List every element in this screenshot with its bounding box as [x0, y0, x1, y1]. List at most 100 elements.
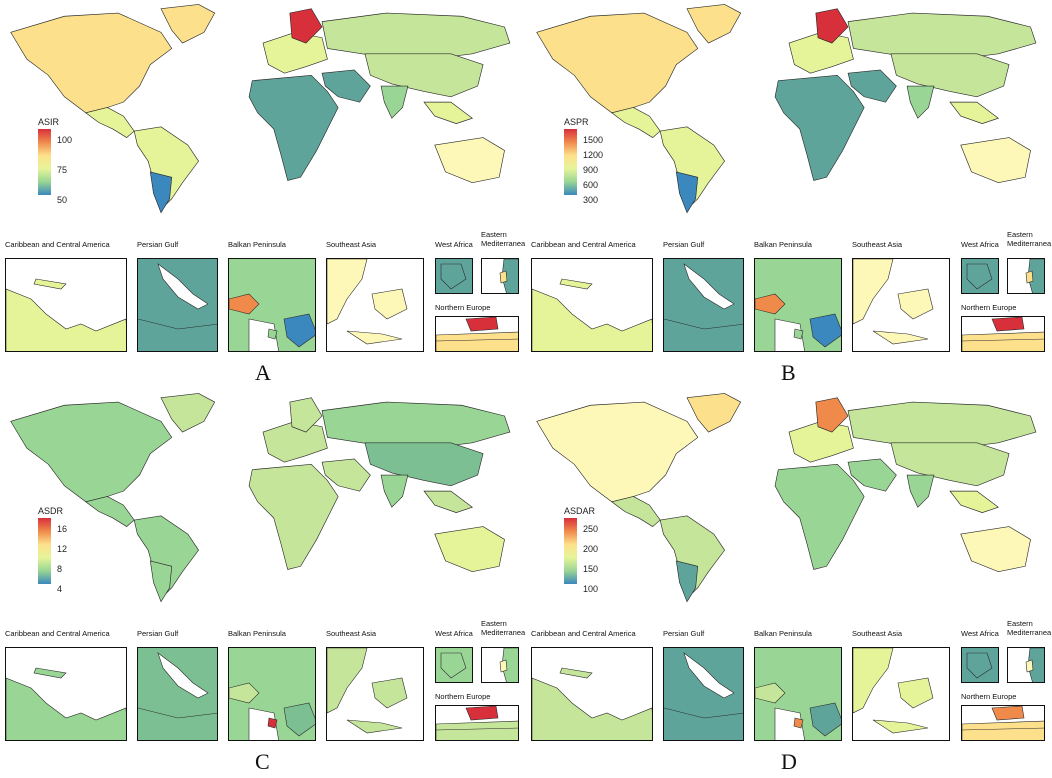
inset-eastern-mediterranea-label: Eastern Mediterranea	[1007, 230, 1052, 248]
inset-northern-europe-label: Northern Europe	[961, 692, 1017, 701]
legend-tick-label: 50	[57, 195, 68, 205]
legend-colorbar	[38, 518, 51, 584]
inset-caribbean	[5, 647, 127, 741]
legend-colorbar	[564, 518, 577, 584]
legend-tick-label: 4	[57, 584, 63, 594]
inset-persian-gulf	[663, 258, 744, 352]
inset-persian-gulf-label: Persian Gulf	[663, 240, 705, 249]
region-africa	[248, 463, 339, 570]
inset-eastern-mediterranea-label: Eastern Mediterranea	[481, 619, 526, 637]
inset-persian-gulf-label: Persian Gulf	[663, 629, 705, 638]
region-sa_south	[675, 171, 699, 214]
region-sea	[423, 101, 474, 124]
region-na	[10, 12, 173, 114]
inset-balkan	[228, 647, 316, 741]
region-aus	[434, 526, 505, 572]
region-africa	[248, 74, 339, 181]
region-russia	[321, 401, 511, 449]
inset-west-africa-label: West Africa	[961, 629, 999, 638]
region-sa	[133, 515, 199, 600]
panel-label: B	[781, 360, 796, 385]
region-ca	[611, 496, 661, 527]
region-africa	[774, 74, 865, 181]
inset-eastern-mediterranea-label: Eastern Mediterranea	[1007, 619, 1052, 637]
inset-northern-europe	[435, 705, 519, 741]
inset-eastern-mediterranea	[481, 647, 519, 683]
legend-tick-label: 1200	[583, 150, 604, 160]
region-na	[536, 12, 699, 114]
inset-caribbean-label: Caribbean and Central America	[5, 629, 110, 638]
region-sa_south	[149, 171, 173, 214]
inset-northern-europe-label: Northern Europe	[435, 692, 491, 701]
region-russia	[847, 401, 1037, 449]
inset-balkan-label: Balkan Peninsula	[228, 629, 286, 638]
inset-persian-gulf-label: Persian Gulf	[137, 629, 179, 638]
region-asia	[890, 53, 1010, 98]
legend-tick-label: 600	[583, 180, 599, 190]
inset-persian-gulf-label: Persian Gulf	[137, 240, 179, 249]
inset-west-africa	[961, 258, 999, 294]
region-na	[536, 401, 699, 503]
inset-balkan	[228, 258, 316, 352]
inset-balkan-label: Balkan Peninsula	[228, 240, 286, 249]
legend-colorbar	[564, 129, 577, 195]
region-sa	[133, 126, 199, 211]
panel-a: ASIR 100 75 50 Caribbean and Central America…	[0, 0, 526, 389]
inset-southeast-asia-label: Southeast Asia	[326, 629, 377, 638]
inset-southeast-asia-label: Southeast Asia	[852, 240, 903, 249]
legend-tick-label: 150	[583, 564, 599, 574]
inset-west-africa	[435, 258, 473, 294]
region-scand	[289, 397, 323, 433]
inset-caribbean-label: Caribbean and Central America	[5, 240, 110, 249]
region-scand	[289, 8, 323, 44]
panel-label: A	[255, 360, 271, 385]
region-india	[380, 85, 409, 119]
region-mideast	[847, 458, 897, 492]
region-mideast	[847, 69, 897, 103]
region-russia	[321, 12, 511, 60]
region-mideast	[321, 458, 371, 492]
region-scand	[815, 8, 849, 44]
inset-northern-europe-label: Northern Europe	[435, 303, 491, 312]
region-sa	[659, 515, 725, 600]
legend-tick-label: 900	[583, 165, 599, 175]
world-map	[10, 393, 511, 603]
inset-northern-europe-label: Northern Europe	[961, 303, 1017, 312]
legend-tick-label: 75	[57, 165, 68, 175]
legend-title: ASPR	[564, 117, 589, 127]
legend-tick-label: 200	[583, 544, 599, 554]
region-india	[906, 85, 935, 119]
region-india	[380, 474, 409, 508]
region-aus	[960, 137, 1031, 183]
world-map	[10, 4, 511, 214]
inset-eastern-mediterranea	[1007, 647, 1045, 683]
legend-tick-label: 8	[57, 564, 63, 574]
inset-northern-europe	[961, 705, 1045, 741]
inset-balkan	[754, 258, 842, 352]
inset-southeast-asia-label: Southeast Asia	[852, 629, 903, 638]
inset-west-africa-label: West Africa	[435, 240, 473, 249]
panel-d: ASDAR 250 200 150 100 Caribbean and Central A…	[526, 389, 1052, 778]
region-asia	[364, 442, 484, 487]
legend-tick-label: 100	[583, 584, 599, 594]
inset-persian-gulf	[137, 647, 218, 741]
region-mideast	[321, 69, 371, 103]
region-greenland	[686, 4, 742, 44]
region-ca	[85, 496, 135, 527]
panel-label: D	[781, 749, 797, 774]
legend-title: ASIR	[38, 117, 60, 127]
region-ca	[85, 107, 135, 138]
inset-northern-europe	[961, 316, 1045, 352]
region-sa_south	[149, 560, 173, 603]
inset-eastern-mediterranea	[1007, 258, 1045, 294]
legend-title: ASDAR	[564, 506, 596, 516]
inset-west-africa	[961, 647, 999, 683]
inset-southeast-asia	[326, 258, 424, 352]
region-sea	[423, 490, 474, 513]
legend-tick-label: 1500	[583, 135, 604, 145]
region-sea	[949, 490, 1000, 513]
region-greenland	[160, 393, 216, 433]
region-aus	[960, 526, 1031, 572]
inset-persian-gulf	[137, 258, 218, 352]
region-greenland	[686, 393, 742, 433]
